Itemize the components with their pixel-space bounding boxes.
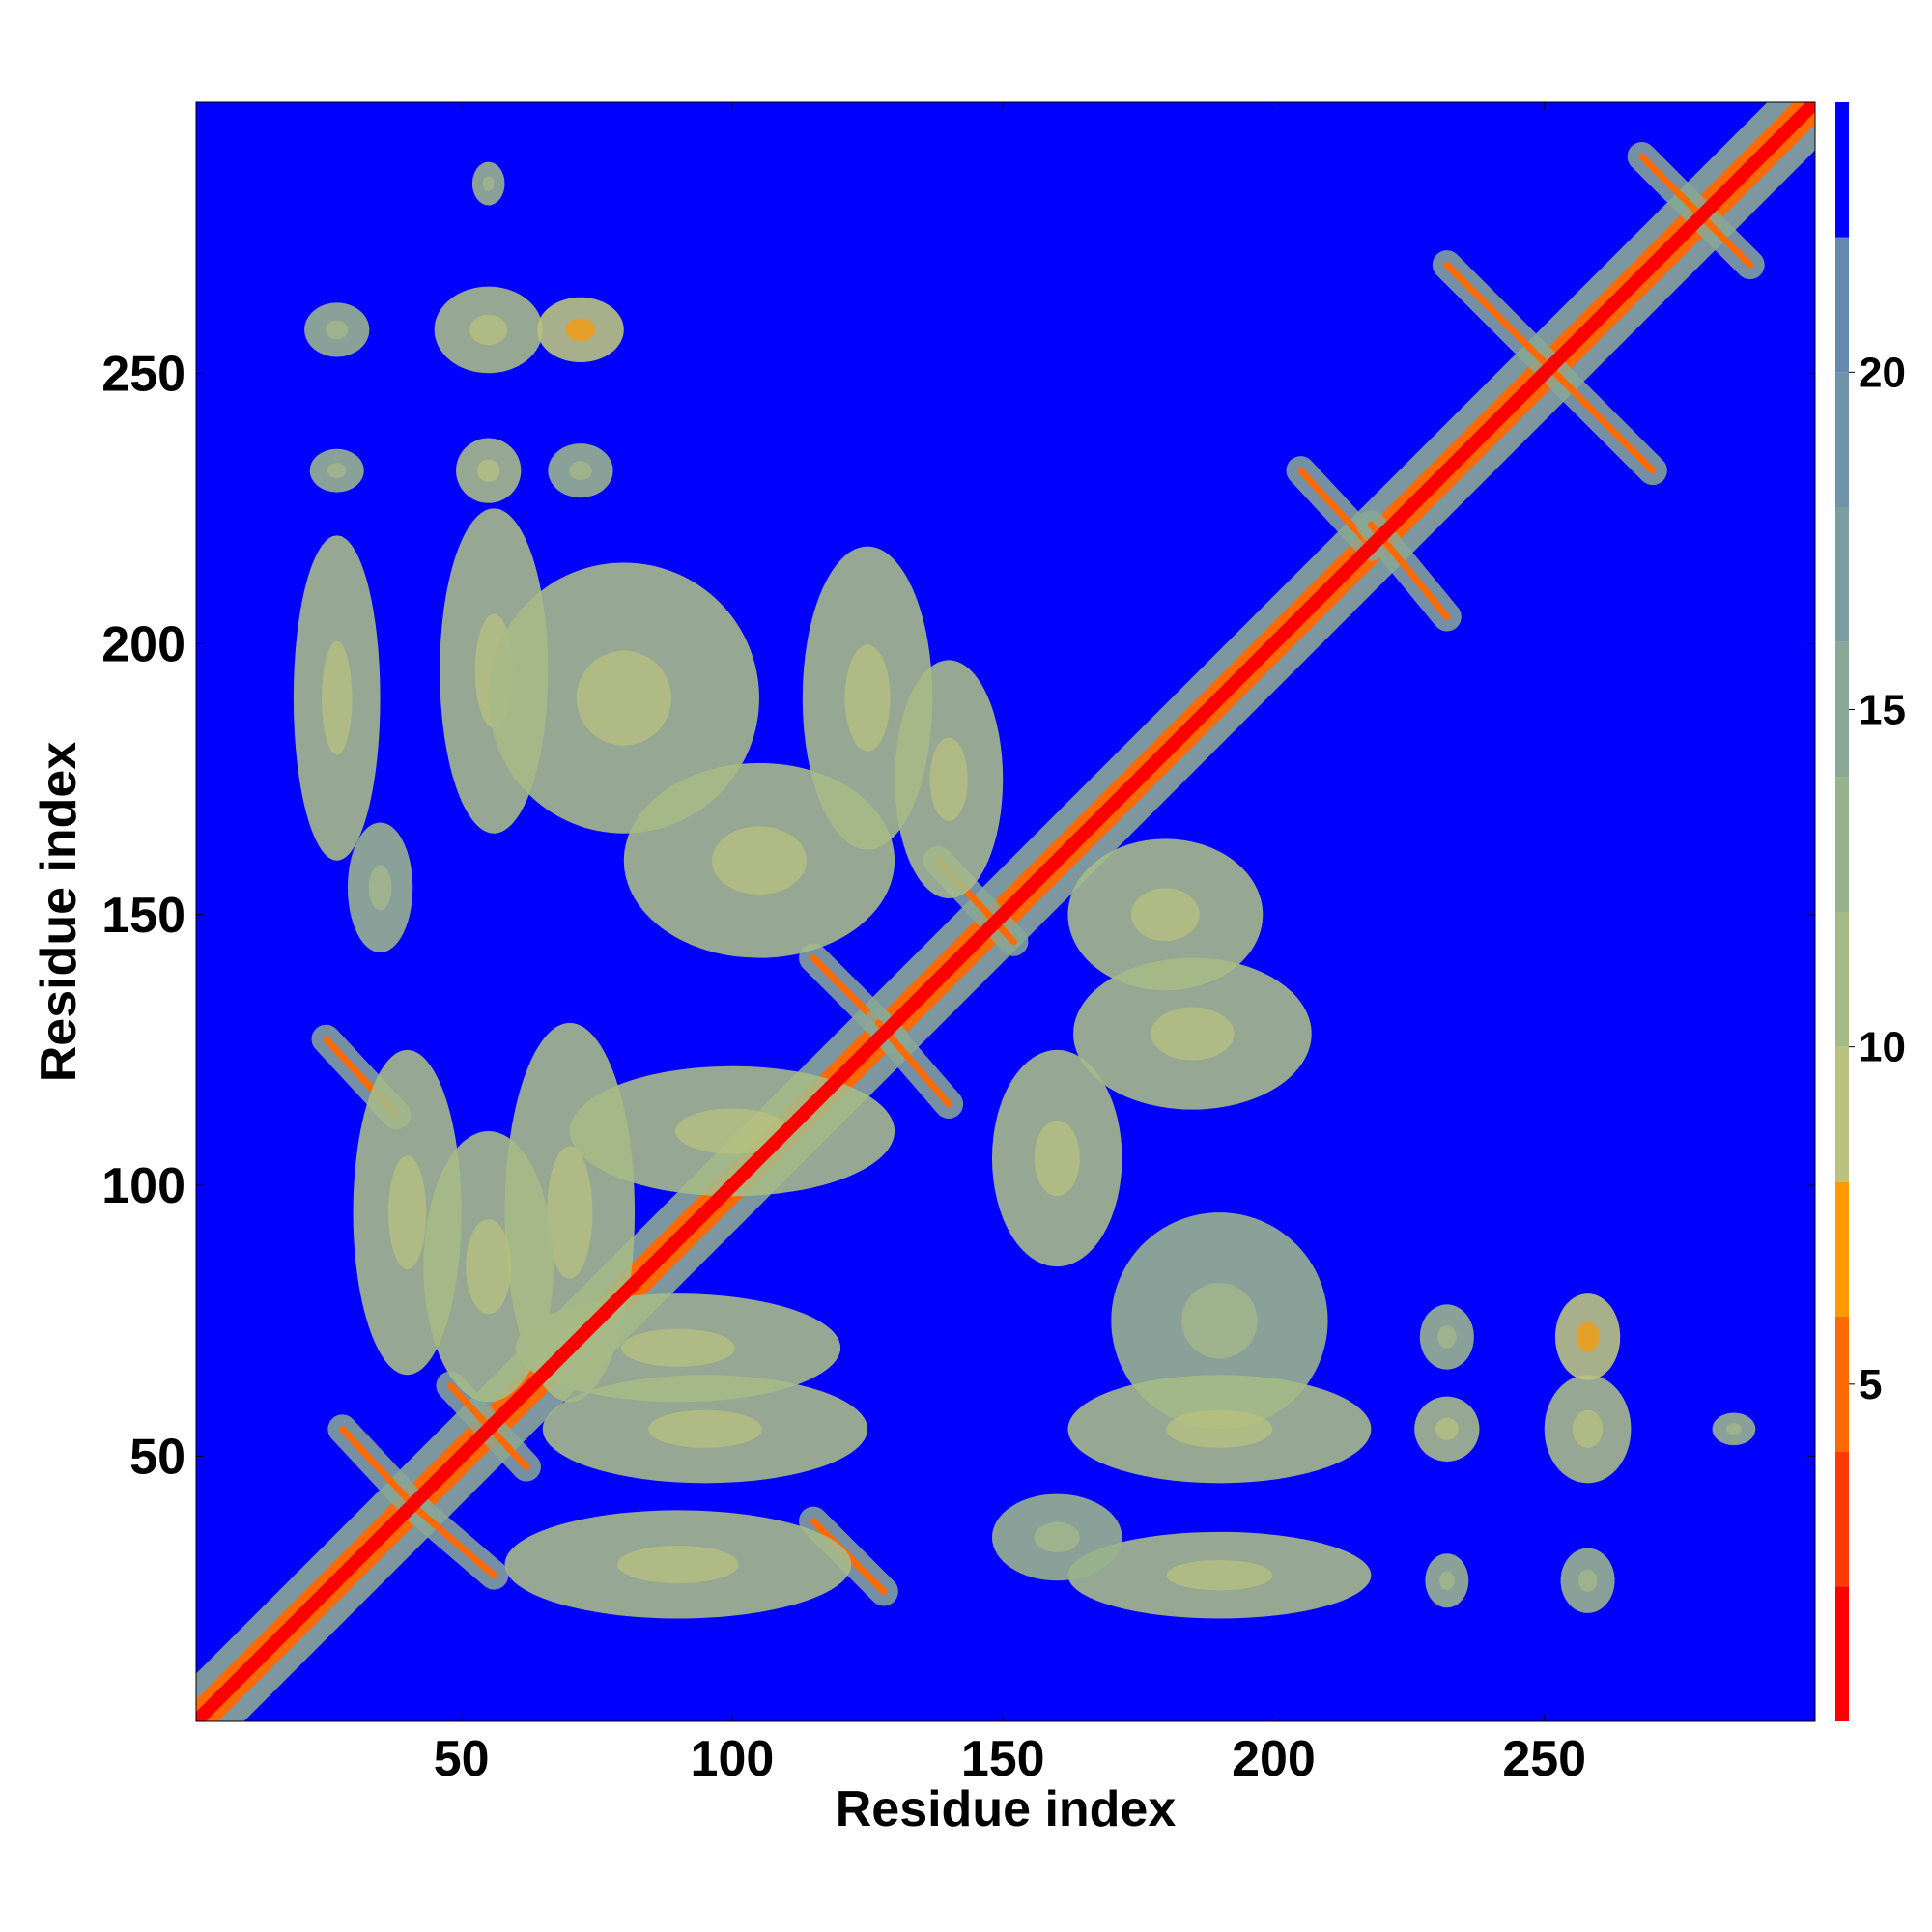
x-axis: 50 100 150 200 250 bbox=[434, 102, 1586, 1787]
contact-blob-core-22 bbox=[1034, 1120, 1080, 1197]
contact-blob-core-47 bbox=[1726, 1423, 1742, 1435]
contact-strand-13 bbox=[1638, 153, 1754, 269]
contact-blob-core-20 bbox=[1131, 888, 1200, 942]
main-diagonal bbox=[196, 102, 1815, 1721]
colorbar-band-1 bbox=[1835, 1451, 1849, 1587]
contact-blob-core-33 bbox=[675, 1108, 789, 1154]
contact-blob-core-16 bbox=[576, 650, 671, 746]
contact-blob-core-38 bbox=[325, 320, 349, 340]
colorbar-band-5 bbox=[1835, 912, 1849, 1047]
contact-strand-11 bbox=[1443, 261, 1548, 366]
colorbar-band-4 bbox=[1835, 1046, 1849, 1182]
contact-strand-2 bbox=[338, 1425, 422, 1514]
contact-blob-core-34 bbox=[368, 865, 392, 911]
colorbar-band-10 bbox=[1835, 237, 1849, 373]
contact-blob-core-35 bbox=[327, 463, 347, 479]
x-tick-label: 100 bbox=[691, 1731, 775, 1787]
contact-blob-core-32 bbox=[466, 1219, 512, 1315]
colorbar: 5 10 15 20 bbox=[1835, 102, 1906, 1721]
contact-strand-3 bbox=[414, 1506, 497, 1579]
x-tick-label: 50 bbox=[434, 1731, 490, 1787]
y-tick-label: 150 bbox=[101, 888, 185, 944]
contact-blob-core-43 bbox=[1437, 1325, 1457, 1349]
x-tick-label: 200 bbox=[1232, 1731, 1316, 1787]
contact-blob-core-30 bbox=[387, 1155, 427, 1269]
x-tick-label: 150 bbox=[961, 1731, 1045, 1787]
x-axis-title: Residue index bbox=[836, 1781, 1177, 1837]
y-axis: 50 100 150 200 250 bbox=[101, 346, 1815, 1485]
contact-blob-core-41 bbox=[1438, 1571, 1455, 1591]
contact-blob-core-39 bbox=[469, 314, 508, 346]
y-tick-label: 250 bbox=[101, 346, 185, 402]
contact-blob-core-18 bbox=[711, 826, 808, 895]
contact-blob-core-28 bbox=[648, 1409, 762, 1448]
colorbar-tick-label: 20 bbox=[1859, 349, 1906, 396]
colorbar-band-6 bbox=[1835, 777, 1849, 912]
contact-blob-core-29 bbox=[621, 1328, 735, 1367]
contact-strand-9 bbox=[1296, 467, 1375, 551]
contact-blob-core-24 bbox=[1166, 1409, 1273, 1448]
colorbar-band-3 bbox=[1835, 1181, 1849, 1317]
y-tick-label: 50 bbox=[129, 1429, 185, 1485]
contact-blob-core-23 bbox=[1181, 1282, 1258, 1359]
contact-blob-core-19 bbox=[929, 737, 968, 821]
contact-blob-core-26 bbox=[1034, 1521, 1080, 1553]
colorbar-band-9 bbox=[1835, 372, 1849, 507]
contact-blob-core-44 bbox=[1577, 1569, 1598, 1593]
contact-blob-core-37 bbox=[569, 461, 592, 480]
colorbar-band-2 bbox=[1835, 1317, 1849, 1452]
contact-blob-core-46 bbox=[1576, 1321, 1600, 1352]
colorbar-tick-label: 10 bbox=[1859, 1024, 1906, 1071]
contact-blob-core-48 bbox=[482, 176, 495, 191]
contact-blob-core-36 bbox=[476, 459, 500, 482]
colorbar-band-11 bbox=[1835, 102, 1849, 238]
colorbar-band-7 bbox=[1835, 641, 1849, 778]
heatmap-plot-area bbox=[196, 102, 1815, 1721]
x-tick-label: 250 bbox=[1502, 1731, 1586, 1787]
contact-blob-core-31 bbox=[547, 1146, 593, 1279]
contact-blob-core-40 bbox=[565, 318, 596, 342]
colorbar-tick-label: 15 bbox=[1859, 687, 1906, 734]
contact-strand-12 bbox=[1551, 369, 1657, 474]
colorbar-band-0 bbox=[1835, 1586, 1849, 1721]
plot-frame bbox=[195, 101, 1816, 1722]
contact-blob-core-42 bbox=[1435, 1417, 1459, 1441]
contact-blob-core-25 bbox=[1166, 1559, 1273, 1591]
y-tick-label: 200 bbox=[101, 617, 185, 673]
y-tick-label: 100 bbox=[101, 1158, 185, 1214]
contact-blob-core-17 bbox=[844, 644, 891, 752]
colorbar-band-8 bbox=[1835, 507, 1849, 642]
colorbar-tick-label: 5 bbox=[1859, 1361, 1882, 1408]
contact-blob-core-14 bbox=[322, 640, 353, 755]
y-axis-title: Residue index bbox=[31, 742, 87, 1083]
contact-blob-core-45 bbox=[1572, 1409, 1604, 1448]
contact-blob-core-27 bbox=[617, 1545, 739, 1584]
contact-blob-core-21 bbox=[1151, 1007, 1235, 1061]
